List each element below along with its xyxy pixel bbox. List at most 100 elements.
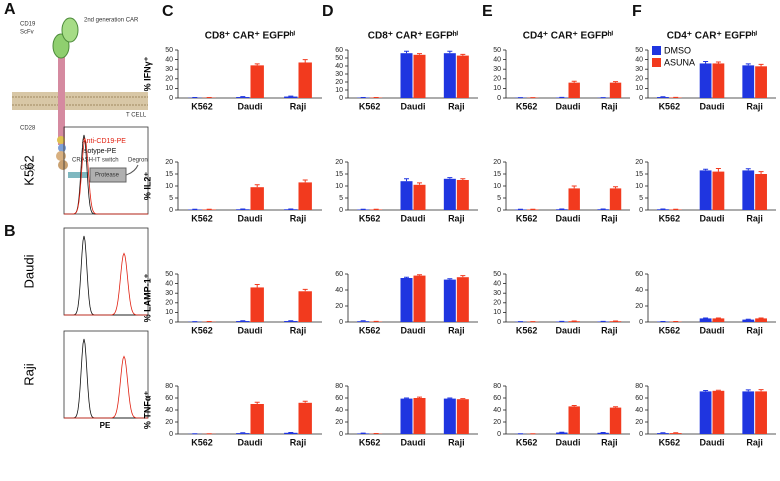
bar-chart: 0 5 10 15 20 K562 Daudi Raji bbox=[335, 159, 478, 223]
x-tick-label: K562 bbox=[191, 325, 213, 335]
bar bbox=[236, 321, 250, 322]
y-tick-label: 0 bbox=[639, 431, 643, 438]
x-tick-label: Daudi bbox=[699, 213, 724, 223]
bar-chart: 0 20 40 60 80 K562 Daudi Raji bbox=[635, 383, 776, 447]
x-tick-label: K562 bbox=[359, 213, 381, 223]
x-tick-label: Raji bbox=[746, 101, 763, 111]
cd19-curve bbox=[64, 355, 148, 419]
x-tick-label: K562 bbox=[516, 325, 538, 335]
bar bbox=[755, 391, 767, 434]
x-tick-label: Raji bbox=[448, 437, 465, 447]
bar bbox=[597, 432, 609, 434]
y-tick-label: 0 bbox=[339, 95, 343, 102]
bar bbox=[742, 65, 755, 98]
bar-chart: % TNFα⁺ 0 20 40 60 80 K562 Daudi Raji bbox=[142, 383, 322, 447]
y-axis-label: % LAMP-1⁺ bbox=[142, 273, 152, 322]
y-tick-label: 20 bbox=[165, 159, 173, 166]
label: CD3ζ bbox=[20, 166, 35, 172]
bar bbox=[699, 391, 712, 434]
bar bbox=[443, 279, 456, 322]
error-bar bbox=[758, 171, 764, 174]
y-tick-label: 30 bbox=[165, 290, 173, 297]
degron-link bbox=[125, 164, 139, 176]
x-tick-label: Raji bbox=[290, 101, 307, 111]
x-tick-label: Raji bbox=[746, 325, 763, 335]
error-bar bbox=[703, 61, 709, 64]
x-tick-label: Daudi bbox=[555, 101, 580, 111]
error-bar bbox=[613, 186, 619, 189]
x-tick-label: Daudi bbox=[237, 213, 262, 223]
x-tick-label: Raji bbox=[290, 325, 307, 335]
itam bbox=[56, 151, 66, 161]
y-tick-label: 40 bbox=[335, 287, 343, 294]
y-tick-label: 5 bbox=[339, 195, 343, 202]
x-tick-label: Daudi bbox=[699, 437, 724, 447]
x-tick-label: K562 bbox=[659, 325, 681, 335]
bar bbox=[298, 62, 312, 98]
y-tick-label: 10 bbox=[493, 309, 501, 316]
error-bar bbox=[613, 81, 619, 83]
legend-label: DMSO bbox=[664, 45, 691, 55]
y-tick-label: 5 bbox=[639, 195, 643, 202]
y-tick-label: 0 bbox=[497, 319, 501, 326]
error-bar bbox=[404, 178, 409, 182]
label: CD19 bbox=[20, 22, 36, 28]
bar bbox=[755, 66, 767, 98]
error-bar bbox=[447, 397, 453, 399]
bar bbox=[357, 433, 370, 434]
y-tick-label: 0 bbox=[497, 95, 501, 102]
bar bbox=[712, 318, 725, 322]
error-bar bbox=[703, 168, 709, 171]
error-bar bbox=[715, 167, 721, 172]
bar bbox=[236, 97, 250, 98]
bar bbox=[742, 170, 755, 210]
y-tick-label: 20 bbox=[335, 79, 343, 86]
y-tick-label: 10 bbox=[165, 183, 173, 190]
chart-title: CD4⁺ CAR⁺ EGFPʰⁱ bbox=[523, 30, 614, 42]
chart-title: CD8⁺ CAR⁺ EGFPʰⁱ bbox=[368, 30, 459, 42]
y-tick-label: 0 bbox=[169, 319, 173, 326]
x-tick-label: K562 bbox=[191, 101, 213, 111]
bar-chart: CD4⁺ CAR⁺ EGFPʰⁱ 0 10 20 30 40 50 K562 Daudi Raji bbox=[493, 30, 630, 111]
x-tick-label: K562 bbox=[359, 101, 381, 111]
bar bbox=[556, 432, 568, 434]
bar-chart: 0 5 10 15 20 K562 Daudi Raji bbox=[635, 159, 776, 223]
legend-label: ASUNA bbox=[664, 57, 695, 67]
error-bar bbox=[460, 178, 466, 180]
y-tick-label: 0 bbox=[497, 431, 501, 438]
label: Protease bbox=[95, 173, 120, 179]
error-bar bbox=[417, 182, 422, 185]
panel-letter: B bbox=[4, 223, 16, 240]
switch-linker bbox=[68, 172, 88, 178]
y-tick-label: 60 bbox=[335, 47, 343, 54]
bar bbox=[400, 53, 413, 98]
y-tick-label: 20 bbox=[165, 419, 173, 426]
error-bar bbox=[613, 406, 619, 408]
y-tick-label: 20 bbox=[335, 159, 343, 166]
x-tick-label: Daudi bbox=[400, 325, 425, 335]
chart-title: CD8⁺ CAR⁺ EGFPʰⁱ bbox=[205, 30, 296, 42]
y-tick-label: 40 bbox=[635, 287, 643, 294]
bar bbox=[250, 187, 264, 210]
y-tick-label: 20 bbox=[635, 419, 643, 426]
error-bar bbox=[758, 389, 764, 392]
y-tick-label: 15 bbox=[335, 171, 343, 178]
y-tick-label: 30 bbox=[335, 71, 343, 78]
y-tick-label: 20 bbox=[635, 159, 643, 166]
error-bar bbox=[254, 184, 260, 188]
y-tick-label: 40 bbox=[493, 280, 501, 287]
bar bbox=[456, 55, 469, 98]
bar bbox=[609, 407, 622, 434]
y-tick-label: 30 bbox=[493, 290, 501, 297]
error-bar bbox=[417, 274, 422, 276]
error-bar bbox=[571, 405, 577, 407]
x-tick-label: Raji bbox=[290, 437, 307, 447]
bar-chart: 0 20 40 60 80 K562 Daudi Raji bbox=[493, 383, 630, 447]
bar bbox=[742, 319, 755, 322]
bar bbox=[657, 433, 669, 434]
error-bar bbox=[447, 177, 453, 179]
y-tick-label: 10 bbox=[165, 309, 173, 316]
flow-x-label: PE bbox=[100, 421, 111, 430]
y-tick-label: 0 bbox=[339, 319, 343, 326]
flow-frame bbox=[63, 227, 149, 316]
